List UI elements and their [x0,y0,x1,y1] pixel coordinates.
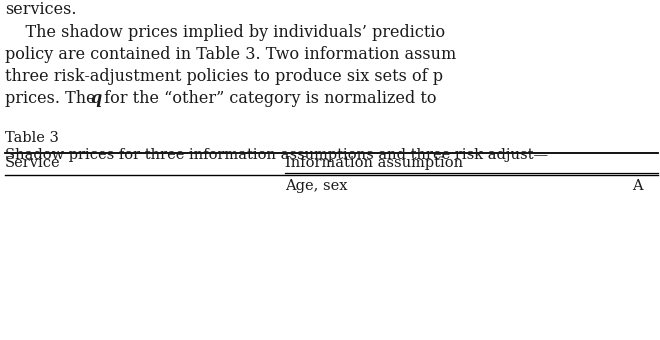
Text: three risk-adjustment policies to produce six sets of p: three risk-adjustment policies to produc… [5,68,443,85]
Text: Table 3: Table 3 [5,131,59,145]
Text: prices. The: prices. The [5,90,101,107]
Text: A: A [632,179,643,193]
Text: Service: Service [5,156,61,170]
Text: policy are contained in Table 3. Two information assum: policy are contained in Table 3. Two inf… [5,46,456,63]
Text: Shadow prices for three information assumptions and three risk adjust—: Shadow prices for three information assu… [5,148,548,162]
Text: Age, sex: Age, sex [285,179,348,193]
Text: The shadow prices implied by individuals’ predictio: The shadow prices implied by individuals… [5,24,445,41]
Text: for the “other” category is normalized to: for the “other” category is normalized t… [99,90,436,107]
Text: q: q [90,90,101,107]
Text: services.: services. [5,1,77,18]
Text: Information assumption: Information assumption [285,156,463,170]
